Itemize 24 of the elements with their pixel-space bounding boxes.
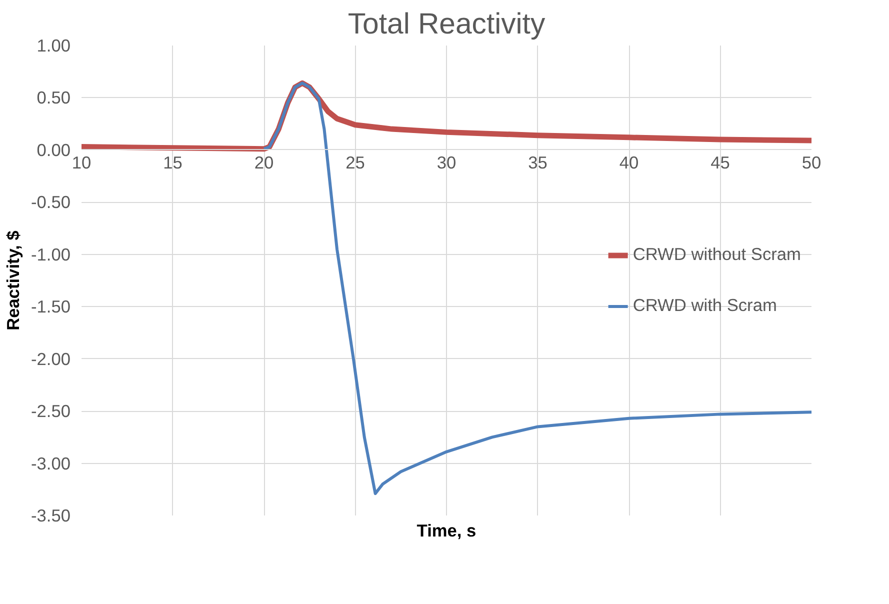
y-tick-label: -1.50: [31, 296, 71, 317]
x-axis-title: Time, s: [416, 520, 476, 540]
y-tick-label: 1.00: [36, 36, 71, 56]
y-tick-label: -2.00: [31, 348, 71, 369]
legend-label: CRWD without Scram: [632, 244, 801, 265]
y-tick-label: 0.50: [36, 88, 71, 108]
x-tick-label: 50: [802, 152, 822, 172]
legend-label: CRWD with Scram: [632, 295, 777, 316]
x-tick-label: 35: [528, 152, 548, 172]
chart-title: Total Reactivity: [348, 8, 546, 40]
y-tick-label: -2.50: [31, 401, 71, 422]
y-tick-label: -1.00: [31, 244, 71, 264]
y-tick-label: 0.00: [36, 140, 71, 160]
x-tick-label: 15: [163, 152, 182, 172]
y-axis-title: Reactivity, $: [3, 230, 24, 330]
y-tick-label: -3.50: [31, 506, 71, 526]
y-tick-label: -3.00: [31, 453, 71, 474]
x-tick-label: 30: [436, 152, 456, 172]
x-tick-label: 10: [72, 152, 92, 172]
x-tick-label: 45: [710, 152, 730, 172]
x-tick-label: 20: [254, 152, 274, 172]
x-tick-label: 40: [619, 152, 639, 172]
x-tick-label: 25: [346, 152, 365, 172]
y-tick-label: -0.50: [31, 192, 71, 212]
